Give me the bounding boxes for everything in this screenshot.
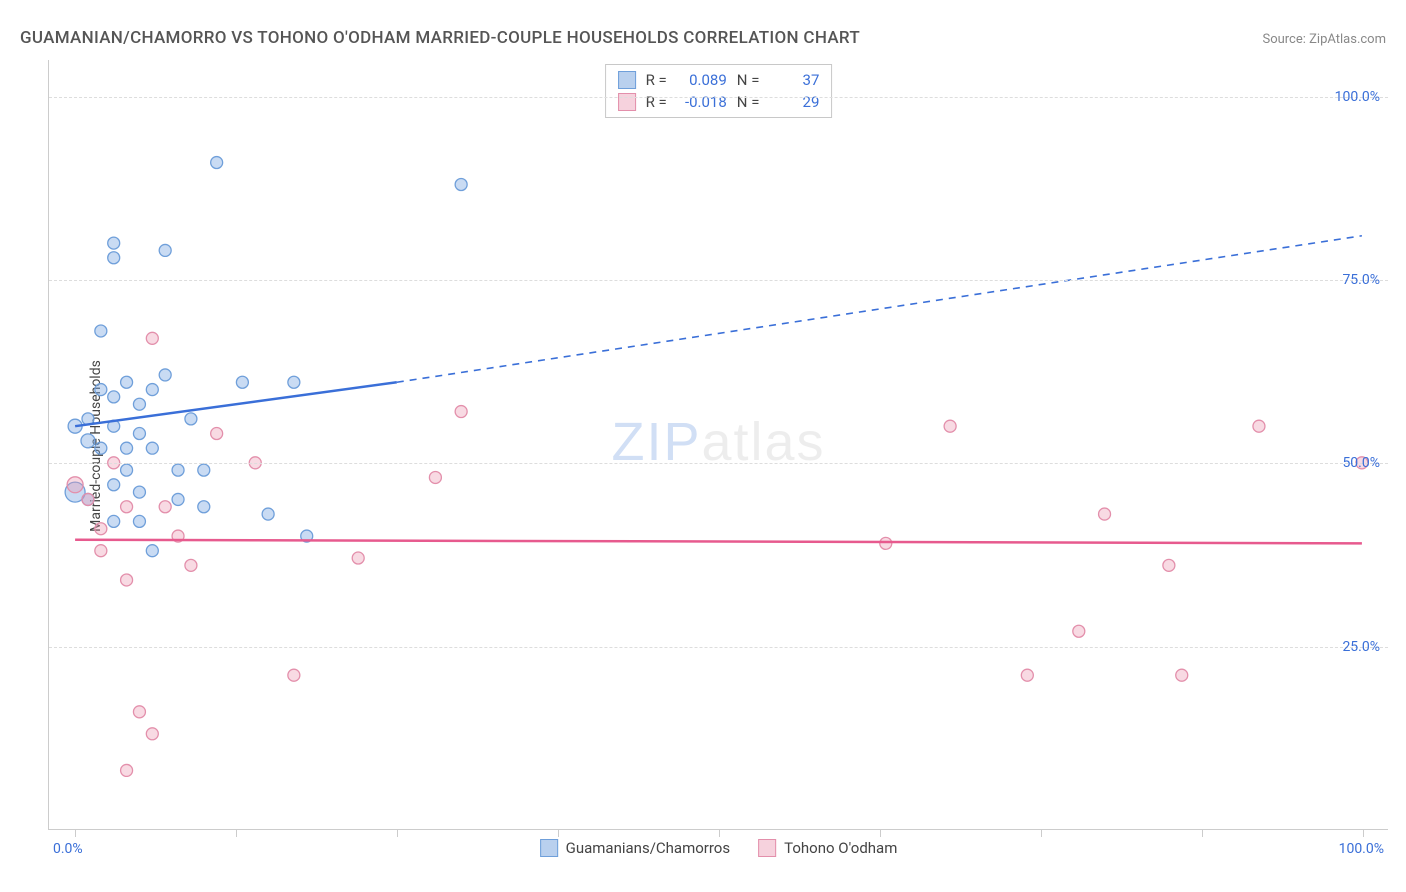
x-tick: [1363, 829, 1364, 837]
legend-swatch-1: [758, 839, 776, 857]
y-tick-label: 75.0%: [1342, 272, 1380, 288]
legend-item-0: Guamanians/Chamorros: [540, 839, 730, 857]
legend: Guamanians/Chamorros Tohono O'odham: [540, 839, 898, 857]
gridline-h: [49, 97, 1388, 98]
chart-title: GUAMANIAN/CHAMORRO VS TOHONO O'ODHAM MAR…: [20, 28, 860, 48]
stats-box: R = 0.089 N = 37 R = -0.018 N = 29: [605, 64, 833, 118]
y-tick-label: 50.0%: [1342, 455, 1380, 471]
plot-area: ZIPatlas R = 0.089 N = 37 R = -0.018 N =…: [48, 60, 1388, 830]
x-tick: [558, 829, 559, 837]
gridline-h: [49, 647, 1388, 648]
x-tick-label-right: 100.0%: [1339, 841, 1384, 857]
x-tick: [719, 829, 720, 837]
x-tick: [75, 829, 76, 837]
x-tick-label-left: 0.0%: [53, 841, 83, 857]
y-tick-label: 25.0%: [1342, 639, 1380, 655]
x-tick: [1202, 829, 1203, 837]
stats-row-1: R = -0.018 N = 29: [618, 91, 820, 113]
chart-svg: [49, 60, 1388, 829]
gridline-h: [49, 280, 1388, 281]
source-label: Source: ZipAtlas.com: [1262, 32, 1386, 47]
x-tick: [1041, 829, 1042, 837]
x-tick: [236, 829, 237, 837]
swatch-series-0: [618, 71, 636, 89]
x-tick: [397, 829, 398, 837]
stats-row-0: R = 0.089 N = 37: [618, 69, 820, 91]
legend-item-1: Tohono O'odham: [758, 839, 897, 857]
legend-swatch-0: [540, 839, 558, 857]
x-tick: [880, 829, 881, 837]
gridline-h: [49, 463, 1388, 464]
y-tick-label: 100.0%: [1335, 89, 1380, 105]
